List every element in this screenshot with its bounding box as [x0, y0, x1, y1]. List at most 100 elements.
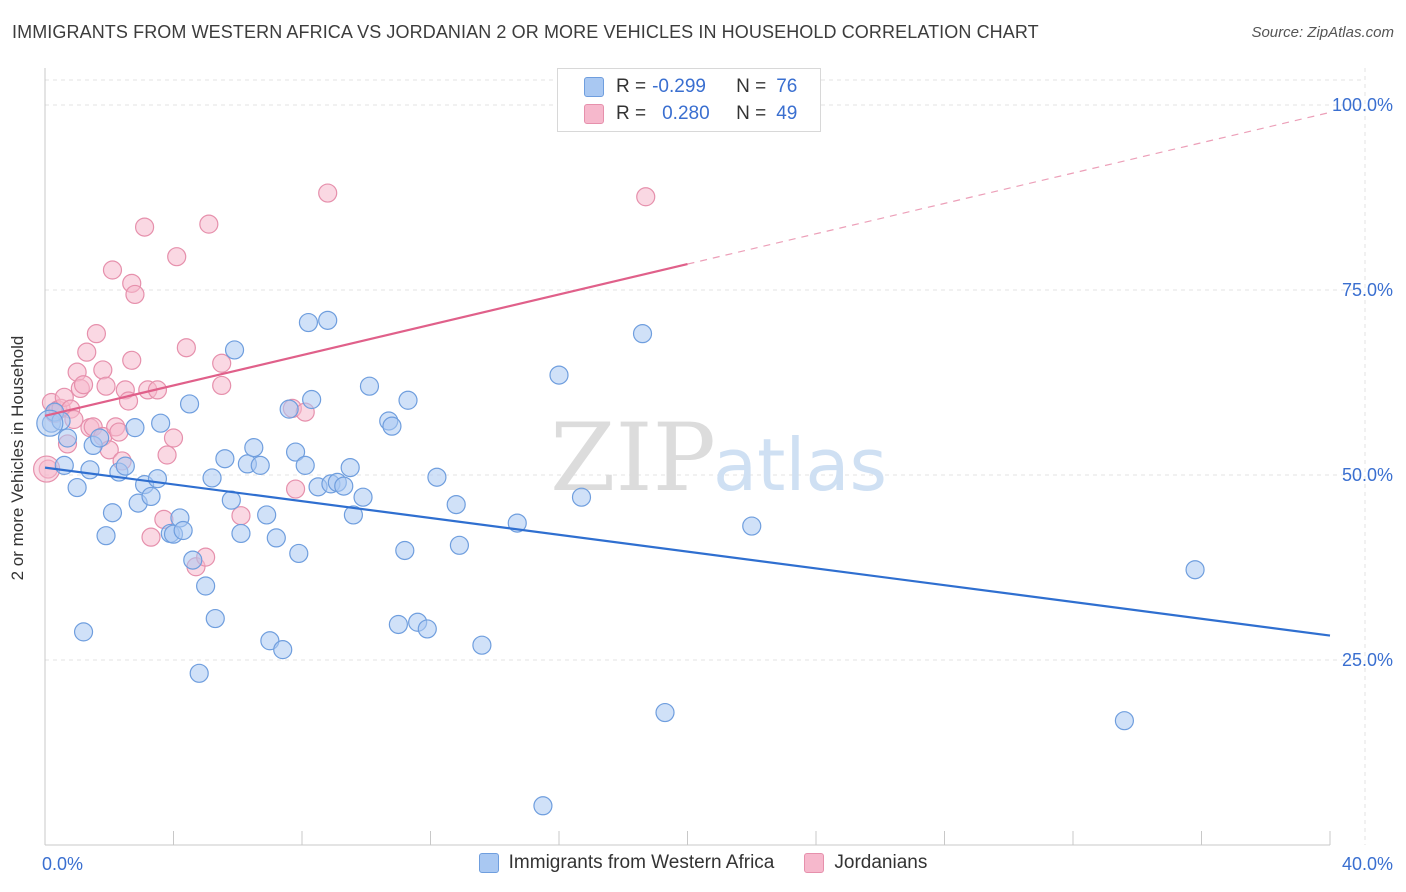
y-tick-label: 50.0% [1342, 465, 1393, 485]
point-western-africa [655, 702, 675, 723]
point-western-africa [395, 540, 415, 561]
tick-labels: 25.0% 50.0% 75.0% 100.0% 0.0% 40.0% [42, 95, 1393, 874]
stats-swatch-pink [584, 104, 604, 124]
legend-swatch-pink [804, 853, 825, 873]
point-western-africa [115, 456, 135, 476]
point-jordanian [96, 376, 116, 396]
point-western-africa [266, 528, 286, 548]
y-axis-label: 2 or more Vehicles in Household [8, 336, 28, 581]
watermark: ZIP atlas [550, 404, 887, 513]
point-western-africa [244, 438, 264, 458]
chart-title: IMMIGRANTS FROM WESTERN AFRICA VS JORDAN… [12, 22, 1039, 42]
point-western-africa [472, 635, 492, 655]
trend-line-western-africa [44, 466, 1331, 637]
point-western-africa [533, 796, 553, 816]
western-africa-points [36, 310, 1205, 816]
point-western-africa [571, 487, 592, 507]
point-jordanian [212, 375, 232, 396]
point-western-africa [215, 449, 235, 469]
point-western-africa [289, 543, 309, 564]
point-jordanian [318, 183, 338, 203]
point-western-africa [36, 409, 64, 437]
point-western-africa [231, 523, 251, 544]
legend-item-western-africa[interactable]: Immigrants from Western Africa [478, 852, 775, 874]
point-western-africa [340, 458, 360, 478]
point-jordanian [134, 217, 155, 237]
stats-swatch-blue [584, 77, 604, 97]
point-western-africa [298, 312, 319, 333]
point-jordanian [176, 338, 196, 358]
x-tick-label: 40.0% [1342, 854, 1393, 874]
point-jordanian [102, 260, 123, 280]
point-jordanian [199, 214, 219, 234]
point-jordanian [167, 247, 187, 267]
point-western-africa [382, 416, 402, 436]
point-jordanian [636, 187, 656, 207]
point-western-africa [427, 467, 447, 487]
point-jordanian [285, 479, 306, 499]
point-western-africa [549, 365, 569, 385]
legend-swatch-blue [478, 853, 499, 873]
trend-line-jordanians-extension [687, 111, 1331, 265]
point-western-africa [449, 535, 470, 555]
legend-item-jordanians[interactable]: Jordanians [804, 852, 927, 874]
point-western-africa [343, 505, 363, 525]
point-jordanian [141, 527, 161, 547]
point-jordanian [163, 428, 184, 448]
point-western-africa [179, 394, 200, 414]
n-label: N = [736, 76, 767, 97]
point-western-africa [285, 442, 306, 462]
stats-legend: R = -0.299 N = 76 R = 0.280 N = 49 [557, 68, 821, 132]
point-western-africa [141, 486, 161, 507]
point-western-africa [250, 455, 270, 475]
y-tick-label: 100.0% [1332, 95, 1393, 115]
point-western-africa [202, 468, 222, 488]
point-jordanian [157, 445, 177, 465]
y-axis-label-text: 2 or more Vehicles in Household [8, 335, 27, 581]
point-western-africa [102, 503, 123, 523]
point-western-africa [67, 477, 87, 498]
point-jordanian [212, 353, 232, 373]
point-western-africa [318, 310, 338, 330]
stats-row-jordanians: R = 0.280 N = 49 [584, 101, 797, 127]
watermark-atlas: atlas [713, 423, 887, 507]
point-western-africa [147, 469, 168, 489]
point-western-africa [398, 390, 418, 410]
n-value: 76 [776, 76, 798, 97]
point-jordanian [125, 284, 145, 305]
point-western-africa [189, 663, 209, 683]
point-western-africa [196, 576, 216, 596]
n-value: 49 [776, 103, 798, 124]
point-jordanian [86, 324, 107, 344]
point-western-africa [388, 614, 408, 635]
point-western-africa [295, 455, 315, 475]
point-jordanian [93, 360, 113, 380]
point-jordanian [109, 422, 129, 442]
r-label: R = [616, 76, 647, 97]
point-western-africa [302, 389, 322, 410]
point-western-africa [742, 516, 762, 536]
y-tick-label: 75.0% [1342, 280, 1393, 300]
r-label: R = [616, 103, 647, 124]
n-label: N = [736, 103, 767, 124]
point-western-africa [57, 428, 78, 448]
point-western-africa [173, 520, 193, 541]
point-western-africa [353, 487, 373, 507]
point-western-africa [90, 428, 110, 448]
point-western-africa [273, 640, 293, 660]
point-western-africa [224, 340, 245, 360]
trend-lines [44, 111, 1331, 637]
y-tick-label: 25.0% [1342, 650, 1393, 670]
point-jordanian [73, 375, 94, 395]
legend-label: Immigrants from Western Africa [508, 852, 775, 873]
point-western-africa [205, 608, 225, 629]
point-western-africa [80, 460, 100, 480]
point-western-africa [73, 622, 94, 642]
bottom-legend: Immigrants from Western Africa Jordanian… [0, 852, 1406, 874]
point-western-africa [125, 418, 145, 438]
stats-row-western-africa: R = -0.299 N = 76 [584, 74, 797, 100]
point-western-africa [632, 324, 653, 344]
point-western-africa [1185, 560, 1205, 580]
trend-line-jordanians [44, 263, 688, 417]
